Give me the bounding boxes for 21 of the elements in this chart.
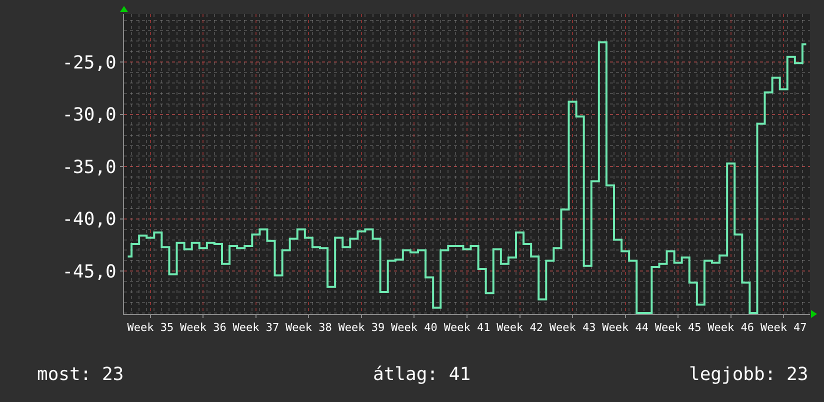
y-tick-label: -30,0 (62, 104, 116, 126)
x-tick-label: Week 35 (127, 321, 174, 334)
x-tick-label: Week 40 (391, 321, 438, 334)
x-tick-label: Week 39 (338, 321, 385, 334)
y-tick-label: -25,0 (62, 52, 116, 74)
x-tick-label: Week 45 (654, 321, 702, 334)
y-tick-label: -45,0 (62, 261, 116, 282)
x-tick-label: Week 47 (760, 321, 807, 334)
x-tick-label: Week 42 (496, 321, 543, 334)
text: átlag: 41 (373, 364, 471, 385)
y-tick-label: -40,0 (62, 209, 116, 230)
text: legjobb: 23 (689, 364, 808, 385)
x-tick-label: Week 44 (602, 321, 649, 334)
x-tick-label: Week 36 (180, 321, 226, 334)
x-tick-label: Week 46 (708, 321, 754, 334)
x-tick-label: Week 41 (444, 321, 490, 334)
y-tick-label: -35,0 (62, 156, 116, 178)
text: most: 23 (37, 364, 124, 385)
x-tick-label: Week 43 (549, 321, 596, 334)
x-tick-label: Week 38 (286, 321, 332, 334)
x-tick-label: Week 37 (232, 321, 280, 334)
